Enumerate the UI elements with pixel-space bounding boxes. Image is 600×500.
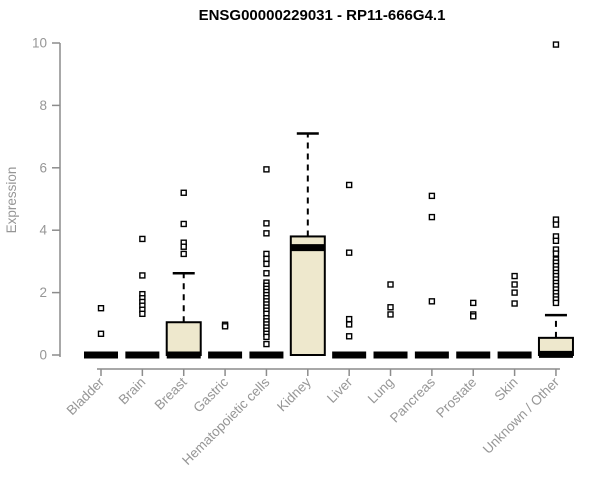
x-tick-label-kidney: Kidney [274, 374, 314, 414]
y-tick-label: 8 [39, 98, 47, 113]
outlier-skin [511, 300, 518, 307]
outlier-hematopoietic-cells [263, 230, 270, 237]
outlier-brain [139, 310, 146, 318]
outlier-hematopoietic-cells [263, 333, 270, 341]
outlier-lung [387, 281, 394, 288]
outlier-brain [139, 272, 146, 279]
x-tick-label-pancreas: Pancreas [387, 374, 438, 425]
outlier-hematopoietic-cells [263, 340, 270, 348]
x-tick-label-bladder: Bladder [64, 374, 108, 418]
box-kidney [289, 235, 326, 356]
outlier-breast [180, 189, 187, 196]
outlier-unknown-other [552, 221, 560, 228]
outlier-unknown-other [552, 237, 560, 245]
outlier-hematopoietic-cells [263, 166, 270, 173]
outlier-liver [345, 181, 353, 189]
y-tick-label: 4 [39, 223, 47, 238]
outlier-skin [511, 281, 518, 288]
outlier-skin [511, 272, 518, 280]
x-tick-label-unknown-other: Unknown / Other [480, 374, 563, 457]
outlier-liver [345, 249, 353, 256]
outlier-hematopoietic-cells [263, 250, 270, 258]
x-tick-label-prostate: Prostate [433, 375, 479, 421]
box-breast [165, 321, 202, 356]
outlier-breast [180, 220, 187, 228]
outlier-prostate [470, 299, 477, 307]
x-tick-label-liver: Liver [324, 374, 356, 406]
outlier-hematopoietic-cells [263, 255, 270, 263]
outlier-liver [345, 315, 353, 323]
x-tick-label-brain: Brain [116, 375, 149, 408]
outlier-unknown-other [552, 299, 560, 307]
outlier-hematopoietic-cells [263, 220, 270, 227]
chart-title: ENSG00000229031 - RP11-666G4.1 [199, 7, 446, 24]
outlier-pancreas [428, 192, 436, 200]
y-tick-label: 10 [32, 36, 47, 51]
outlier-liver [345, 333, 353, 340]
outlier-breast [180, 250, 187, 258]
outlier-breast [180, 243, 187, 250]
y-axis-label: Expression [4, 167, 19, 234]
y-tick-label: 2 [39, 285, 47, 300]
y-tick-label: 0 [39, 348, 47, 363]
outlier-pancreas [428, 298, 436, 305]
x-tick-label-lung: Lung [365, 375, 397, 407]
outlier-gastric [221, 323, 229, 330]
x-tick-label-gastric: Gastric [190, 374, 231, 415]
x-tick-label-breast: Breast [152, 374, 190, 412]
outlier-prostate [470, 313, 477, 320]
outlier-brain [139, 235, 146, 243]
outlier-pancreas [428, 213, 436, 221]
y-tick-label: 6 [39, 160, 47, 175]
outlier-unknown-other [552, 216, 560, 223]
outlier-lung [387, 311, 394, 318]
outlier-skin [511, 289, 518, 296]
outlier-unknown-other [552, 41, 560, 48]
x-tick-label-skin: Skin [492, 375, 521, 404]
outlier-unknown-other [552, 250, 560, 257]
outlier-liver [345, 321, 353, 328]
outlier-lung [387, 304, 394, 311]
outlier-hematopoietic-cells [263, 270, 270, 277]
outlier-bladder [97, 305, 105, 312]
outlier-bladder [97, 330, 105, 337]
outlier-hematopoietic-cells [263, 260, 270, 268]
